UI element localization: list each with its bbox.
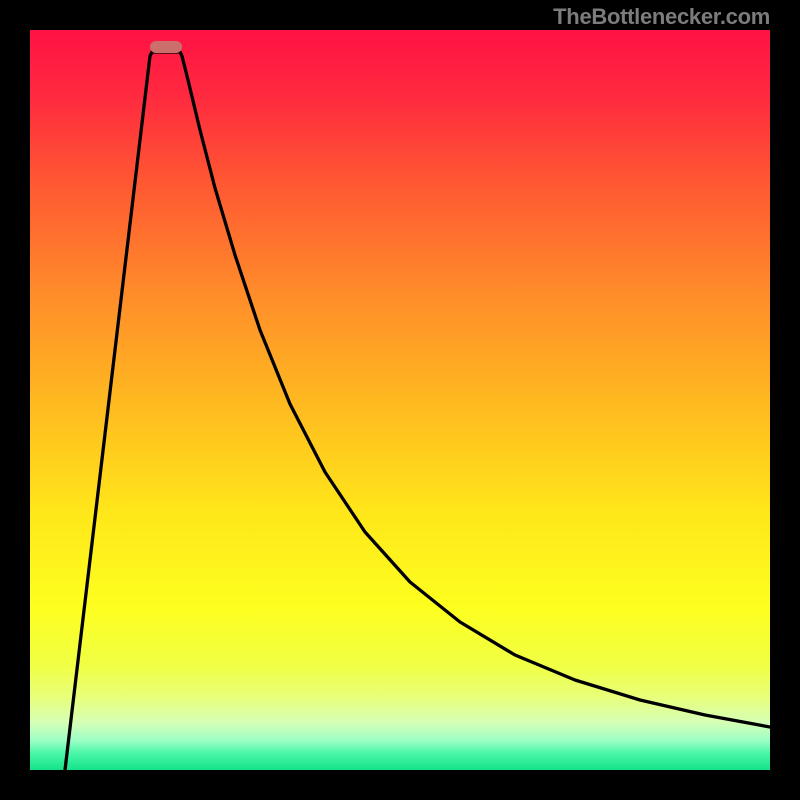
plot-area — [30, 30, 770, 770]
optimal-marker — [150, 41, 182, 53]
watermark-text: TheBottlenecker.com — [553, 4, 770, 30]
chart-container: TheBottlenecker.com — [0, 0, 800, 800]
